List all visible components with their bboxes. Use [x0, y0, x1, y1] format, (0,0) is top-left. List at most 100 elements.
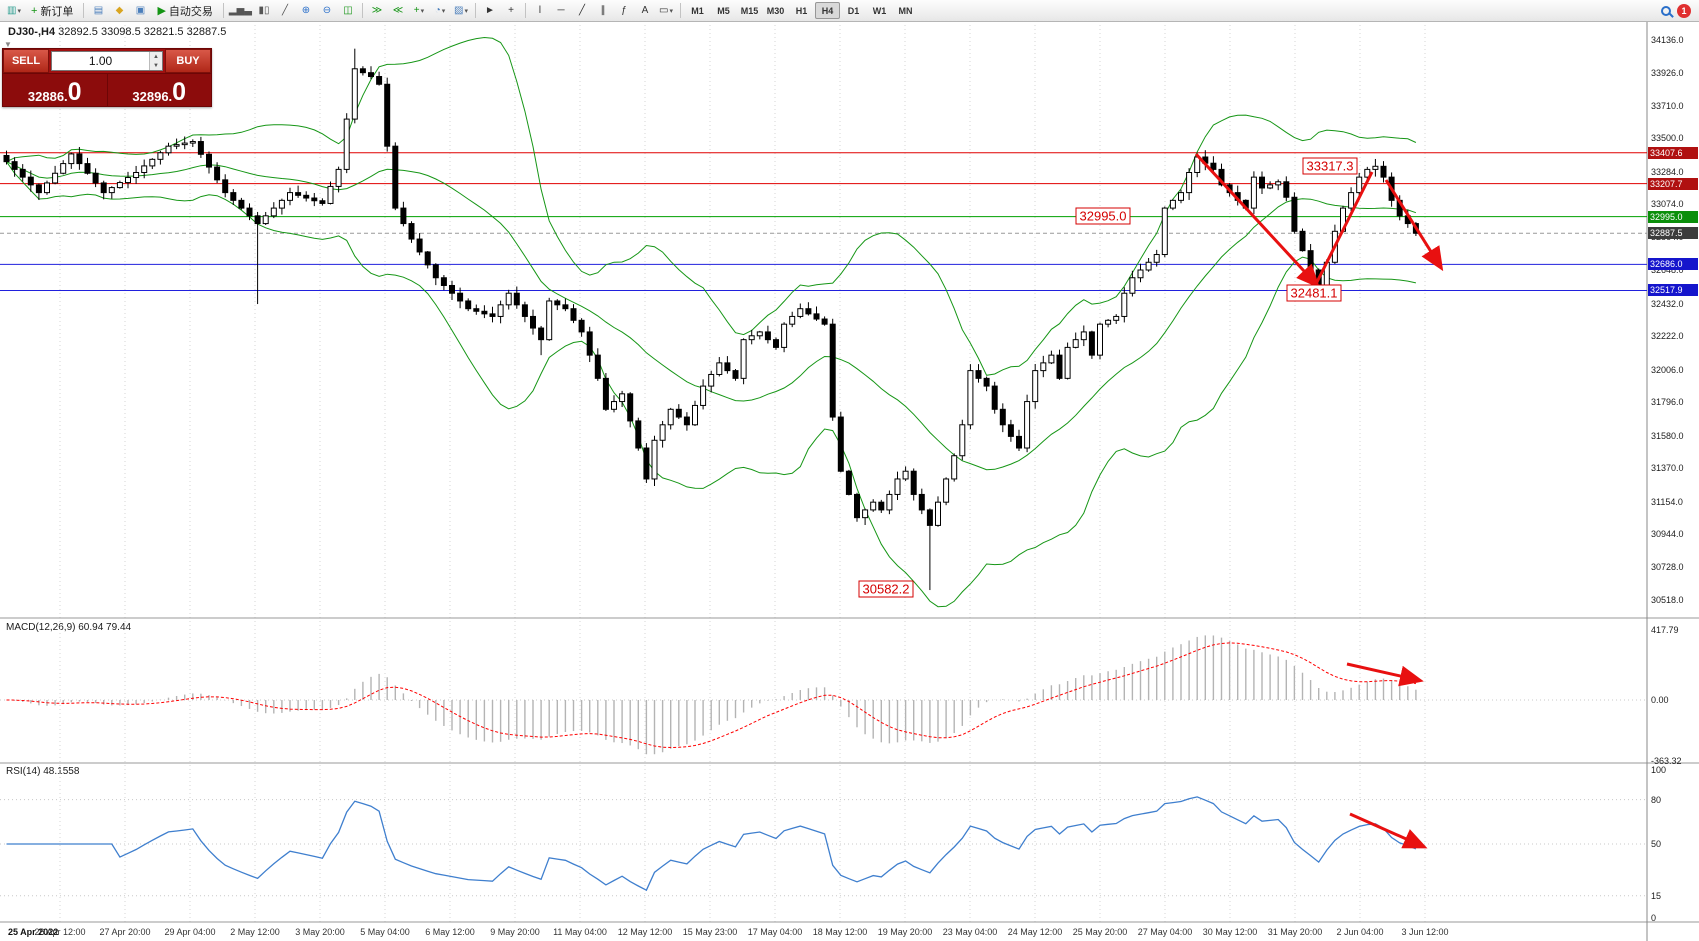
sell-button[interactable]: SELL: [3, 49, 49, 73]
macd-histogram: [13, 635, 1417, 755]
fibonacci-icon[interactable]: ƒ: [614, 2, 634, 20]
price-axis-tick: 30944.0: [1651, 529, 1684, 540]
trend-arrows[interactable]: [1194, 152, 1444, 849]
rsi-label: RSI(14) 48.1558: [6, 766, 80, 777]
price-axis-tick: 33710.0: [1651, 100, 1684, 111]
new-order-button[interactable]: + 新订单: [25, 2, 79, 20]
timeframe-m1-button[interactable]: M1: [691, 5, 704, 16]
templates-icon: ▨: [454, 5, 464, 16]
trend-arrow[interactable]: [1314, 171, 1374, 285]
tile-windows-icon: ◫: [343, 5, 353, 16]
navigator-icon[interactable]: ◆: [109, 2, 129, 20]
price-divider: [106, 74, 108, 106]
horizontal-line-icon: ─: [557, 5, 565, 16]
toolbar-right-group: 1: [1661, 3, 1695, 18]
cursor-icon[interactable]: ►: [480, 2, 500, 20]
time-axis-label: 3 May 20:00: [295, 927, 345, 937]
time-axis-label: 25 May 20:00: [1072, 927, 1128, 937]
time-axis-label: 18 May 12:00: [812, 927, 868, 937]
new-order-button: +: [31, 4, 38, 17]
volume-up-icon[interactable]: ▲: [150, 52, 162, 61]
shapes-icon[interactable]: ▭ ▾: [656, 2, 676, 20]
tile-windows-icon[interactable]: ◫: [338, 2, 358, 20]
templates-icon[interactable]: ▨ ▾: [451, 2, 471, 20]
zoom-out-icon[interactable]: ⊖: [317, 2, 337, 20]
timeframe-d1-button[interactable]: D1: [847, 5, 860, 16]
chart-shift-icon[interactable]: ≪: [388, 2, 408, 20]
text-icon: A: [641, 5, 649, 16]
current-price-badge: 32887.5: [1648, 227, 1698, 240]
buy-price[interactable]: 32896. 0: [108, 74, 212, 106]
trendline-icon[interactable]: ╱: [572, 2, 592, 20]
indicators-icon[interactable]: + ▾: [409, 2, 429, 20]
price-axis-tick: 33074.0: [1651, 199, 1684, 210]
price-annotation[interactable]: 32995.0: [1075, 207, 1131, 225]
time-axis-label: 19 May 20:00: [877, 927, 933, 937]
bar-chart-icon[interactable]: ▂▅▃: [228, 2, 253, 20]
timeframe-m30-button[interactable]: M30: [766, 5, 785, 16]
indicators-icon: +: [413, 5, 420, 16]
volume-down-icon[interactable]: ▼: [150, 61, 162, 70]
buy-button[interactable]: BUY: [165, 49, 211, 73]
line-chart-icon[interactable]: ╱: [275, 2, 295, 20]
sell-price-main: 32886.: [27, 89, 68, 104]
rsi-axis-tick: 80: [1651, 794, 1662, 805]
equidistant-channel-icon[interactable]: ∥: [593, 2, 613, 20]
timeframe-mn-button[interactable]: MN: [898, 5, 913, 16]
timeframe-w1-button[interactable]: W1: [872, 5, 887, 16]
symbol-timeframe-label: DJ30-,H4: [8, 26, 56, 38]
timeframe-h4-button[interactable]: H4: [814, 2, 840, 19]
autotrading-button[interactable]: ▶ 自动交易: [151, 2, 218, 20]
market-watch-icon[interactable]: ▤: [88, 2, 108, 20]
trend-arrow[interactable]: [1194, 152, 1321, 289]
price-line-badge[interactable]: 32517.9: [1648, 284, 1698, 297]
search-icon[interactable]: [1661, 5, 1671, 16]
horizontal-lines[interactable]: [0, 152, 1647, 291]
price-annotation[interactable]: 30582.2: [858, 580, 914, 598]
time-axis-label: 2 Jun 04:00: [1336, 927, 1384, 937]
crosshair-icon: +: [508, 5, 514, 16]
price-line-badge[interactable]: 32686.0: [1648, 258, 1698, 271]
periods-icon[interactable]: ◔ ▾: [430, 2, 450, 20]
price-line-badge[interactable]: 33407.6: [1648, 146, 1698, 159]
trend-arrow[interactable]: [1384, 179, 1444, 272]
one-click-trading-widget: SELL ▲ ▼ BUY 32886. 0 32896. 0: [2, 48, 212, 107]
timeframe-m5-button[interactable]: M5: [717, 5, 730, 16]
time-axis-label: 15 May 23:00: [682, 927, 738, 937]
price-axis-tick: 33926.0: [1651, 67, 1684, 78]
price-line-badge[interactable]: 33207.7: [1648, 177, 1698, 190]
macd-signal-line: [6, 642, 1416, 749]
rsi-line: [6, 796, 1417, 892]
trend-arrow[interactable]: [1346, 662, 1424, 687]
one-click-collapse-icon[interactable]: ▼: [4, 40, 12, 49]
timeframe-h1-button[interactable]: H1: [795, 5, 808, 16]
auto-scroll-icon[interactable]: ≫: [367, 2, 387, 20]
chart-window-icon[interactable]: ▥ ▾: [4, 2, 24, 20]
autotrading-button: ▶: [157, 5, 166, 17]
periods-icon: ◔: [434, 5, 441, 16]
text-icon[interactable]: A: [635, 2, 655, 20]
price-annotation[interactable]: 33317.3: [1302, 157, 1358, 175]
crosshair-icon[interactable]: +: [501, 2, 521, 20]
price-annotation[interactable]: 32481.1: [1286, 284, 1342, 302]
zoom-in-icon[interactable]: ⊕: [296, 2, 316, 20]
time-axis-label: 23 May 04:00: [942, 927, 998, 937]
vertical-line-icon[interactable]: ǀ: [530, 2, 550, 20]
trend-arrow[interactable]: [1349, 812, 1428, 849]
volume-field-wrap: ▲ ▼: [51, 51, 163, 71]
sell-price[interactable]: 32886. 0: [3, 74, 107, 106]
chart-title: DJ30-,H4 32892.5 33098.5 32821.5 32887.5: [8, 26, 226, 38]
dropdown-arrow-icon: ▾: [420, 7, 425, 15]
macd-axis-tick: -363.32: [1651, 755, 1682, 766]
toolbar-separator: [524, 3, 526, 18]
price-line-badge[interactable]: 32995.0: [1648, 210, 1698, 223]
timeframe-m15-button[interactable]: M15: [740, 5, 759, 16]
time-axis-label: 11 May 04:00: [553, 927, 607, 937]
candlestick-chart-icon[interactable]: ▮▯: [254, 2, 274, 20]
notification-badge[interactable]: 1: [1677, 3, 1691, 18]
horizontal-line-icon[interactable]: ─: [551, 2, 571, 20]
volume-input[interactable]: [52, 52, 149, 70]
terminal-icon[interactable]: ▣: [130, 2, 150, 20]
